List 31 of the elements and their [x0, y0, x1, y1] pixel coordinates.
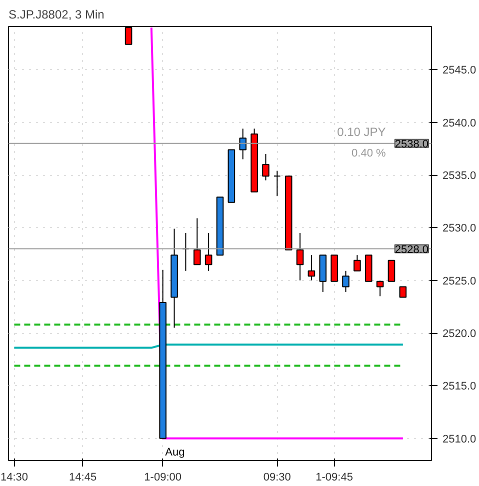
y-tick-label: 2540.0 [442, 117, 476, 130]
candlestick [342, 270, 350, 292]
candlestick [388, 260, 396, 282]
candlestick [262, 153, 270, 181]
chart-title: S.JP.J8802, 3 Min [8, 8, 104, 22]
candlestick [376, 280, 384, 297]
candlestick [274, 170, 281, 197]
candlestick [399, 286, 407, 298]
x-tick-label: 1-09:00 [144, 472, 182, 484]
y-tick-label: 2530.0 [442, 222, 476, 235]
candlestick [354, 254, 361, 272]
y-tick-label: 2515.0 [442, 380, 476, 393]
y-tick-label: 2510.0 [442, 433, 476, 446]
candlestick [239, 128, 247, 160]
annotation: 0.40 % [352, 148, 386, 160]
candlestick [193, 218, 201, 266]
y-tick-label: 2535.0 [442, 170, 476, 182]
candlestick [308, 254, 316, 281]
x-tick-label: 14:45 [69, 472, 97, 484]
y-tick-label: 2525.0 [442, 275, 476, 288]
ref-line-label: 2538.0 [394, 138, 429, 150]
candlestick [296, 232, 304, 281]
y-tick-label: 2545.0 [442, 64, 476, 77]
annotation: Aug [165, 446, 185, 458]
annotation: 0.10 JPY [337, 125, 386, 140]
y-tick-label: 2520.0 [442, 328, 476, 340]
ref-line-label: 2528.0 [394, 244, 429, 256]
x-tick-label: 1-09:45 [316, 472, 353, 484]
x-tick-label: 14:30 [0, 472, 28, 484]
candlestick [204, 232, 212, 272]
x-tick-label: 09:30 [263, 472, 291, 484]
